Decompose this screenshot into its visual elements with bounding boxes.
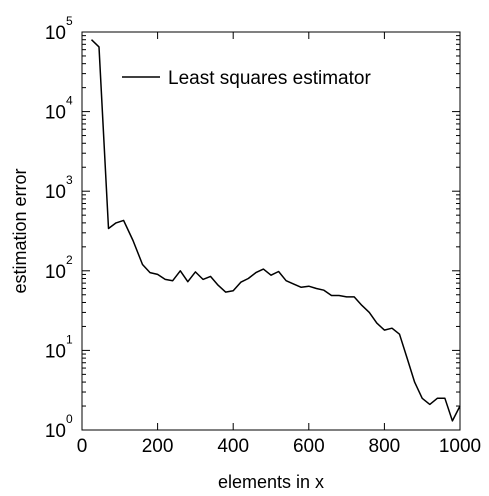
x-axis-ticks: [81, 32, 461, 430]
x-tick-label: 800: [369, 436, 401, 457]
y-tick-label-exponent: 2: [66, 253, 73, 267]
y-tick-label-exponent: 1: [66, 332, 73, 346]
y-tick-label-base: 10: [45, 182, 66, 203]
y-axis-label: estimation error: [10, 168, 30, 293]
y-tick-label-base: 10: [45, 23, 66, 44]
y-tick-label-exponent: 5: [66, 14, 73, 28]
y-tick-label-base: 10: [45, 341, 66, 362]
plot-frame: [81, 31, 461, 431]
legend: Least squares estimator: [122, 68, 371, 89]
x-tick-label: 600: [293, 436, 325, 457]
series-line-least-squares: [90, 39, 461, 422]
y-tick-label-exponent: 4: [66, 94, 73, 108]
y-axis-ticks: [82, 31, 460, 431]
legend-entry-least-squares: Least squares estimator: [168, 68, 371, 89]
x-tick-label: 0: [77, 436, 88, 457]
y-tick-label-base: 10: [45, 262, 66, 283]
y-tick-label-base: 10: [45, 103, 66, 124]
y-tick-label-base: 10: [45, 421, 66, 442]
y-tick-label-exponent: 3: [66, 173, 73, 187]
x-tick-label: 400: [217, 436, 249, 457]
x-tick-label: 200: [142, 436, 174, 457]
x-axis-tick-labels: 0 200 400 600 800 1000: [77, 436, 481, 457]
y-tick-label-exponent: 0: [66, 412, 73, 426]
x-axis-label: elements in x: [218, 472, 324, 492]
x-tick-label: 1000: [439, 436, 481, 457]
